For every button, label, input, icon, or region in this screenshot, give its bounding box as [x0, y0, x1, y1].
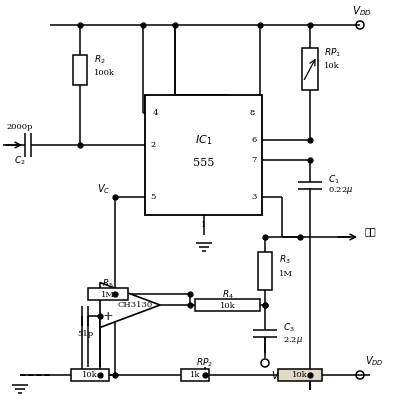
- Bar: [302, 48, 318, 90]
- Text: $R_2$: $R_2$: [94, 54, 106, 66]
- Text: 2: 2: [150, 141, 156, 149]
- Bar: [87, 288, 128, 300]
- Bar: [181, 369, 209, 381]
- Text: $C_1$: $C_1$: [328, 174, 340, 186]
- Text: 7: 7: [252, 156, 257, 164]
- Text: 10k: 10k: [82, 371, 98, 379]
- Text: 1M: 1M: [279, 270, 293, 278]
- Text: $R_4$: $R_4$: [222, 289, 233, 301]
- Text: $R_5$: $R_5$: [102, 277, 113, 290]
- Text: $IC_1$: $IC_1$: [195, 133, 212, 147]
- Text: CH3130: CH3130: [117, 301, 153, 309]
- Text: 10k: 10k: [324, 62, 340, 70]
- Text: 0.22$\mu$: 0.22$\mu$: [328, 185, 353, 196]
- Text: 10k: 10k: [220, 302, 235, 310]
- Text: 输出: 输出: [365, 228, 377, 237]
- Text: 100k: 100k: [94, 69, 115, 77]
- Text: $V_{DD}$: $V_{DD}$: [365, 354, 384, 368]
- Text: $C_2$: $C_2$: [14, 155, 26, 167]
- Bar: [73, 55, 87, 85]
- Text: 51p: 51p: [77, 330, 93, 338]
- Text: 6: 6: [252, 136, 257, 144]
- Text: 8: 8: [249, 109, 255, 117]
- Bar: [258, 252, 272, 290]
- Text: 2000p: 2000p: [7, 123, 33, 131]
- Text: $V_{DD}$: $V_{DD}$: [271, 369, 290, 383]
- Text: 3: 3: [252, 193, 257, 201]
- Text: 10k: 10k: [292, 371, 308, 379]
- Bar: [278, 369, 322, 381]
- Text: 2.2$\mu$: 2.2$\mu$: [283, 335, 303, 345]
- Text: +: +: [103, 310, 113, 323]
- Text: 5: 5: [150, 193, 156, 201]
- Text: 1: 1: [201, 221, 206, 229]
- Text: −: −: [103, 287, 113, 300]
- Text: $C_3$: $C_3$: [283, 322, 295, 334]
- Text: $V_C$: $V_C$: [97, 182, 110, 196]
- Text: 1k: 1k: [190, 371, 200, 379]
- Text: $V_{DD}$: $V_{DD}$: [352, 4, 372, 18]
- Text: 555: 555: [193, 158, 214, 168]
- Bar: [195, 299, 260, 311]
- Text: $R_3$: $R_3$: [279, 254, 291, 266]
- Bar: [71, 369, 109, 381]
- Text: 1M: 1M: [100, 291, 115, 299]
- Text: $RP_2$: $RP_2$: [196, 357, 213, 369]
- Text: 4: 4: [152, 109, 158, 117]
- Text: $RP_1$: $RP_1$: [324, 47, 341, 59]
- Polygon shape: [100, 283, 160, 328]
- Bar: [145, 95, 262, 215]
